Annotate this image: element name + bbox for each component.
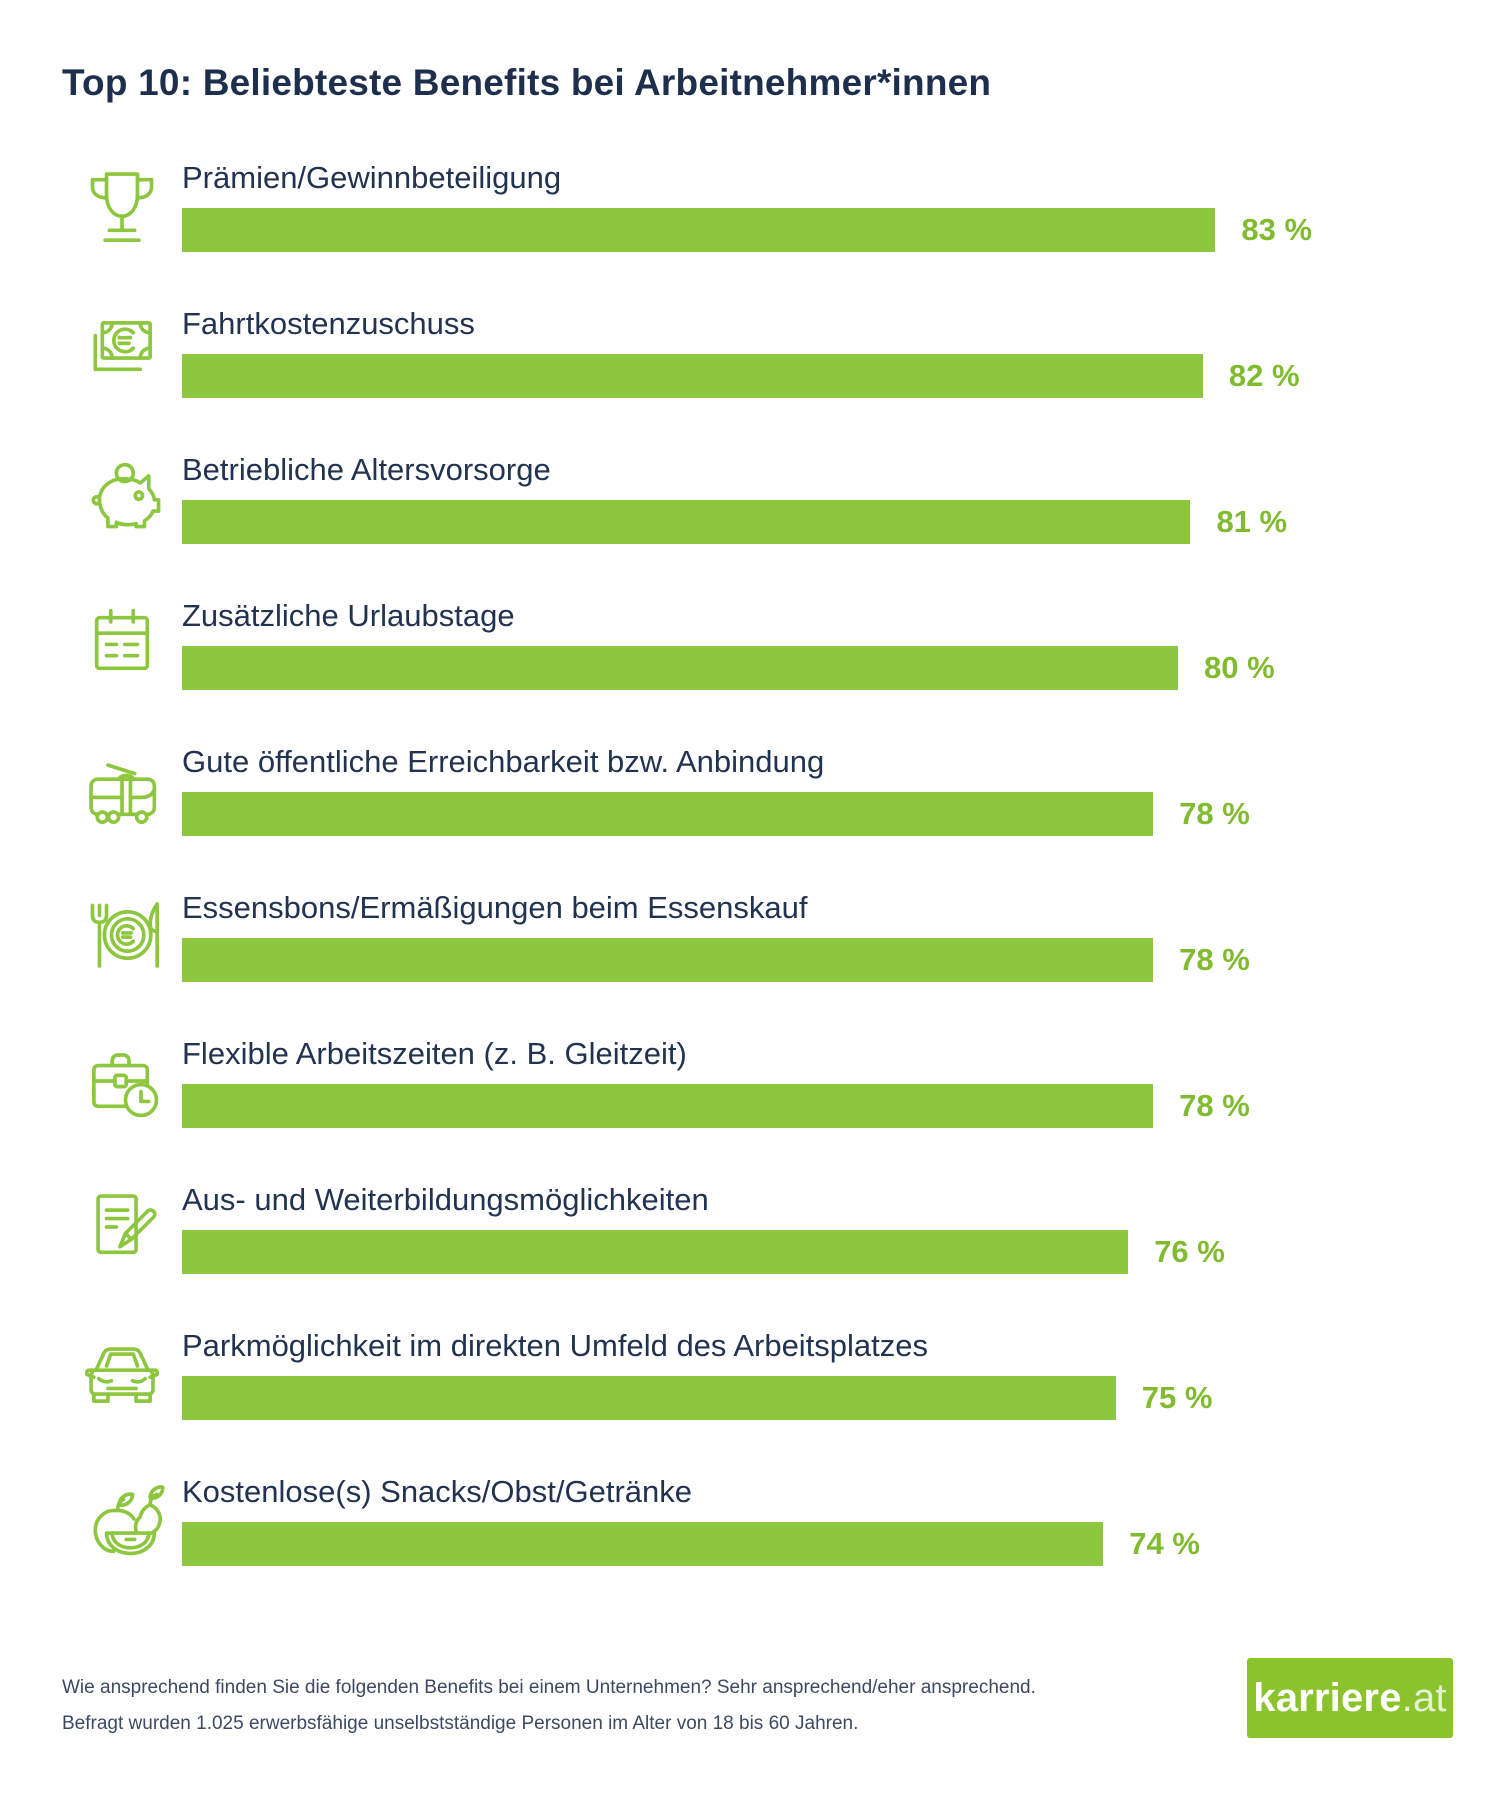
- survey-note-line1: Wie ansprechend finden Sie die folgenden…: [62, 1677, 1036, 1698]
- benefit-bar: [182, 792, 1154, 836]
- benefit-label: Gute öffentliche Erreichbarkeit bzw. Anb…: [182, 744, 825, 779]
- benefit-row: Aus- und Weiterbildungsmöglichkeiten 76 …: [62, 1180, 1438, 1274]
- bar-track: 81 %: [182, 500, 1427, 544]
- benefit-value: 76 %: [1154, 1234, 1225, 1269]
- benefit-value: 74 %: [1129, 1526, 1200, 1561]
- benefit-label: Aus- und Weiterbildungsmöglichkeiten: [182, 1182, 709, 1217]
- benefit-bar: [182, 208, 1216, 252]
- benefit-bar: [182, 1376, 1116, 1420]
- survey-note-line2: Befragt wurden 1.025 erwerbsfähige unsel…: [62, 1713, 859, 1734]
- benefit-row: Fahrtkostenzuschuss 82 %: [62, 304, 1438, 398]
- piggy-bank-icon: [62, 450, 182, 544]
- benefit-value: 83 %: [1241, 212, 1313, 247]
- benefit-bar: [182, 1084, 1154, 1128]
- benefit-bar: [182, 1230, 1129, 1274]
- benefit-value: 78 %: [1179, 1088, 1250, 1123]
- benefit-row: Betriebliche Altersvorsorge 81 %: [62, 450, 1438, 544]
- benefit-label: Parkmöglichkeit im direkten Umfeld des A…: [182, 1328, 929, 1363]
- benefit-row: Zusätzliche Urlaubstage 80 %: [62, 596, 1438, 690]
- page-title: Top 10: Beliebteste Benefits bei Arbeitn…: [62, 62, 992, 103]
- benefit-row: Parkmöglichkeit im direkten Umfeld des A…: [62, 1326, 1438, 1420]
- bar-track: 76 %: [182, 1230, 1427, 1274]
- benefit-bar: [182, 354, 1203, 398]
- benefit-value: 78 %: [1179, 796, 1250, 831]
- benefit-label: Prämien/Gewinnbeteiligung: [182, 160, 562, 195]
- briefcase-clock-icon: [62, 1034, 182, 1128]
- survey-note: Wie ansprechend finden Sie die folgenden…: [62, 1658, 1036, 1742]
- benefit-value: 80 %: [1204, 650, 1275, 685]
- calendar-icon: [62, 596, 182, 690]
- benefit-bar: [182, 1522, 1104, 1566]
- bar-track: 82 %: [182, 354, 1427, 398]
- car-icon: [62, 1326, 182, 1420]
- benefit-label: Essensbons/Ermäßigungen beim Essenskauf: [182, 890, 808, 925]
- benefit-value: 78 %: [1179, 942, 1250, 977]
- logo-text: karriere.at: [1253, 1675, 1447, 1720]
- benefit-row: Essensbons/Ermäßigungen beim Essenskauf …: [62, 888, 1438, 982]
- benefit-bar: [182, 646, 1178, 690]
- karriere-at-logo: karriere.at: [1247, 1658, 1453, 1738]
- bar-track: 83 %: [182, 208, 1427, 252]
- meal-plate-euro-icon: [62, 888, 182, 982]
- benefit-row: Prämien/Gewinnbeteiligung 83 %: [62, 158, 1438, 252]
- benefit-value: 81 %: [1216, 504, 1288, 539]
- benefit-value: 82 %: [1228, 358, 1300, 393]
- benefit-row: Flexible Arbeitszeiten (z. B. Gleitzeit)…: [62, 1034, 1438, 1128]
- bar-track: 78 %: [182, 1084, 1427, 1128]
- benefit-value: 75 %: [1141, 1380, 1213, 1415]
- bar-track: 78 %: [182, 792, 1427, 836]
- benefit-bar: [182, 500, 1191, 544]
- footer: Wie ansprechend finden Sie die folgenden…: [62, 1658, 1453, 1742]
- tram-icon: [62, 742, 182, 836]
- bar-track: 74 %: [182, 1522, 1427, 1566]
- benefit-label: Flexible Arbeitszeiten (z. B. Gleitzeit): [182, 1036, 687, 1071]
- bar-track: 80 %: [182, 646, 1427, 690]
- benefit-row: Kostenlose(s) Snacks/Obst/Getränke 74 %: [62, 1472, 1438, 1566]
- benefit-label: Kostenlose(s) Snacks/Obst/Getränke: [182, 1474, 693, 1509]
- benefit-label: Fahrtkostenzuschuss: [182, 306, 475, 341]
- benefit-bar: [182, 938, 1154, 982]
- document-pencil-icon: [62, 1180, 182, 1274]
- benefit-row: Gute öffentliche Erreichbarkeit bzw. Anb…: [62, 742, 1438, 836]
- benefits-list: Prämien/Gewinnbeteiligung 83 % Fahrtkost…: [62, 158, 1438, 1566]
- fruits-icon: [62, 1472, 182, 1566]
- bar-track: 78 %: [182, 938, 1427, 982]
- bar-track: 75 %: [182, 1376, 1427, 1420]
- benefit-label: Zusätzliche Urlaubstage: [182, 598, 515, 633]
- trophy-icon: [62, 158, 182, 252]
- banknote-euro-icon: [62, 304, 182, 398]
- benefit-label: Betriebliche Altersvorsorge: [182, 452, 551, 487]
